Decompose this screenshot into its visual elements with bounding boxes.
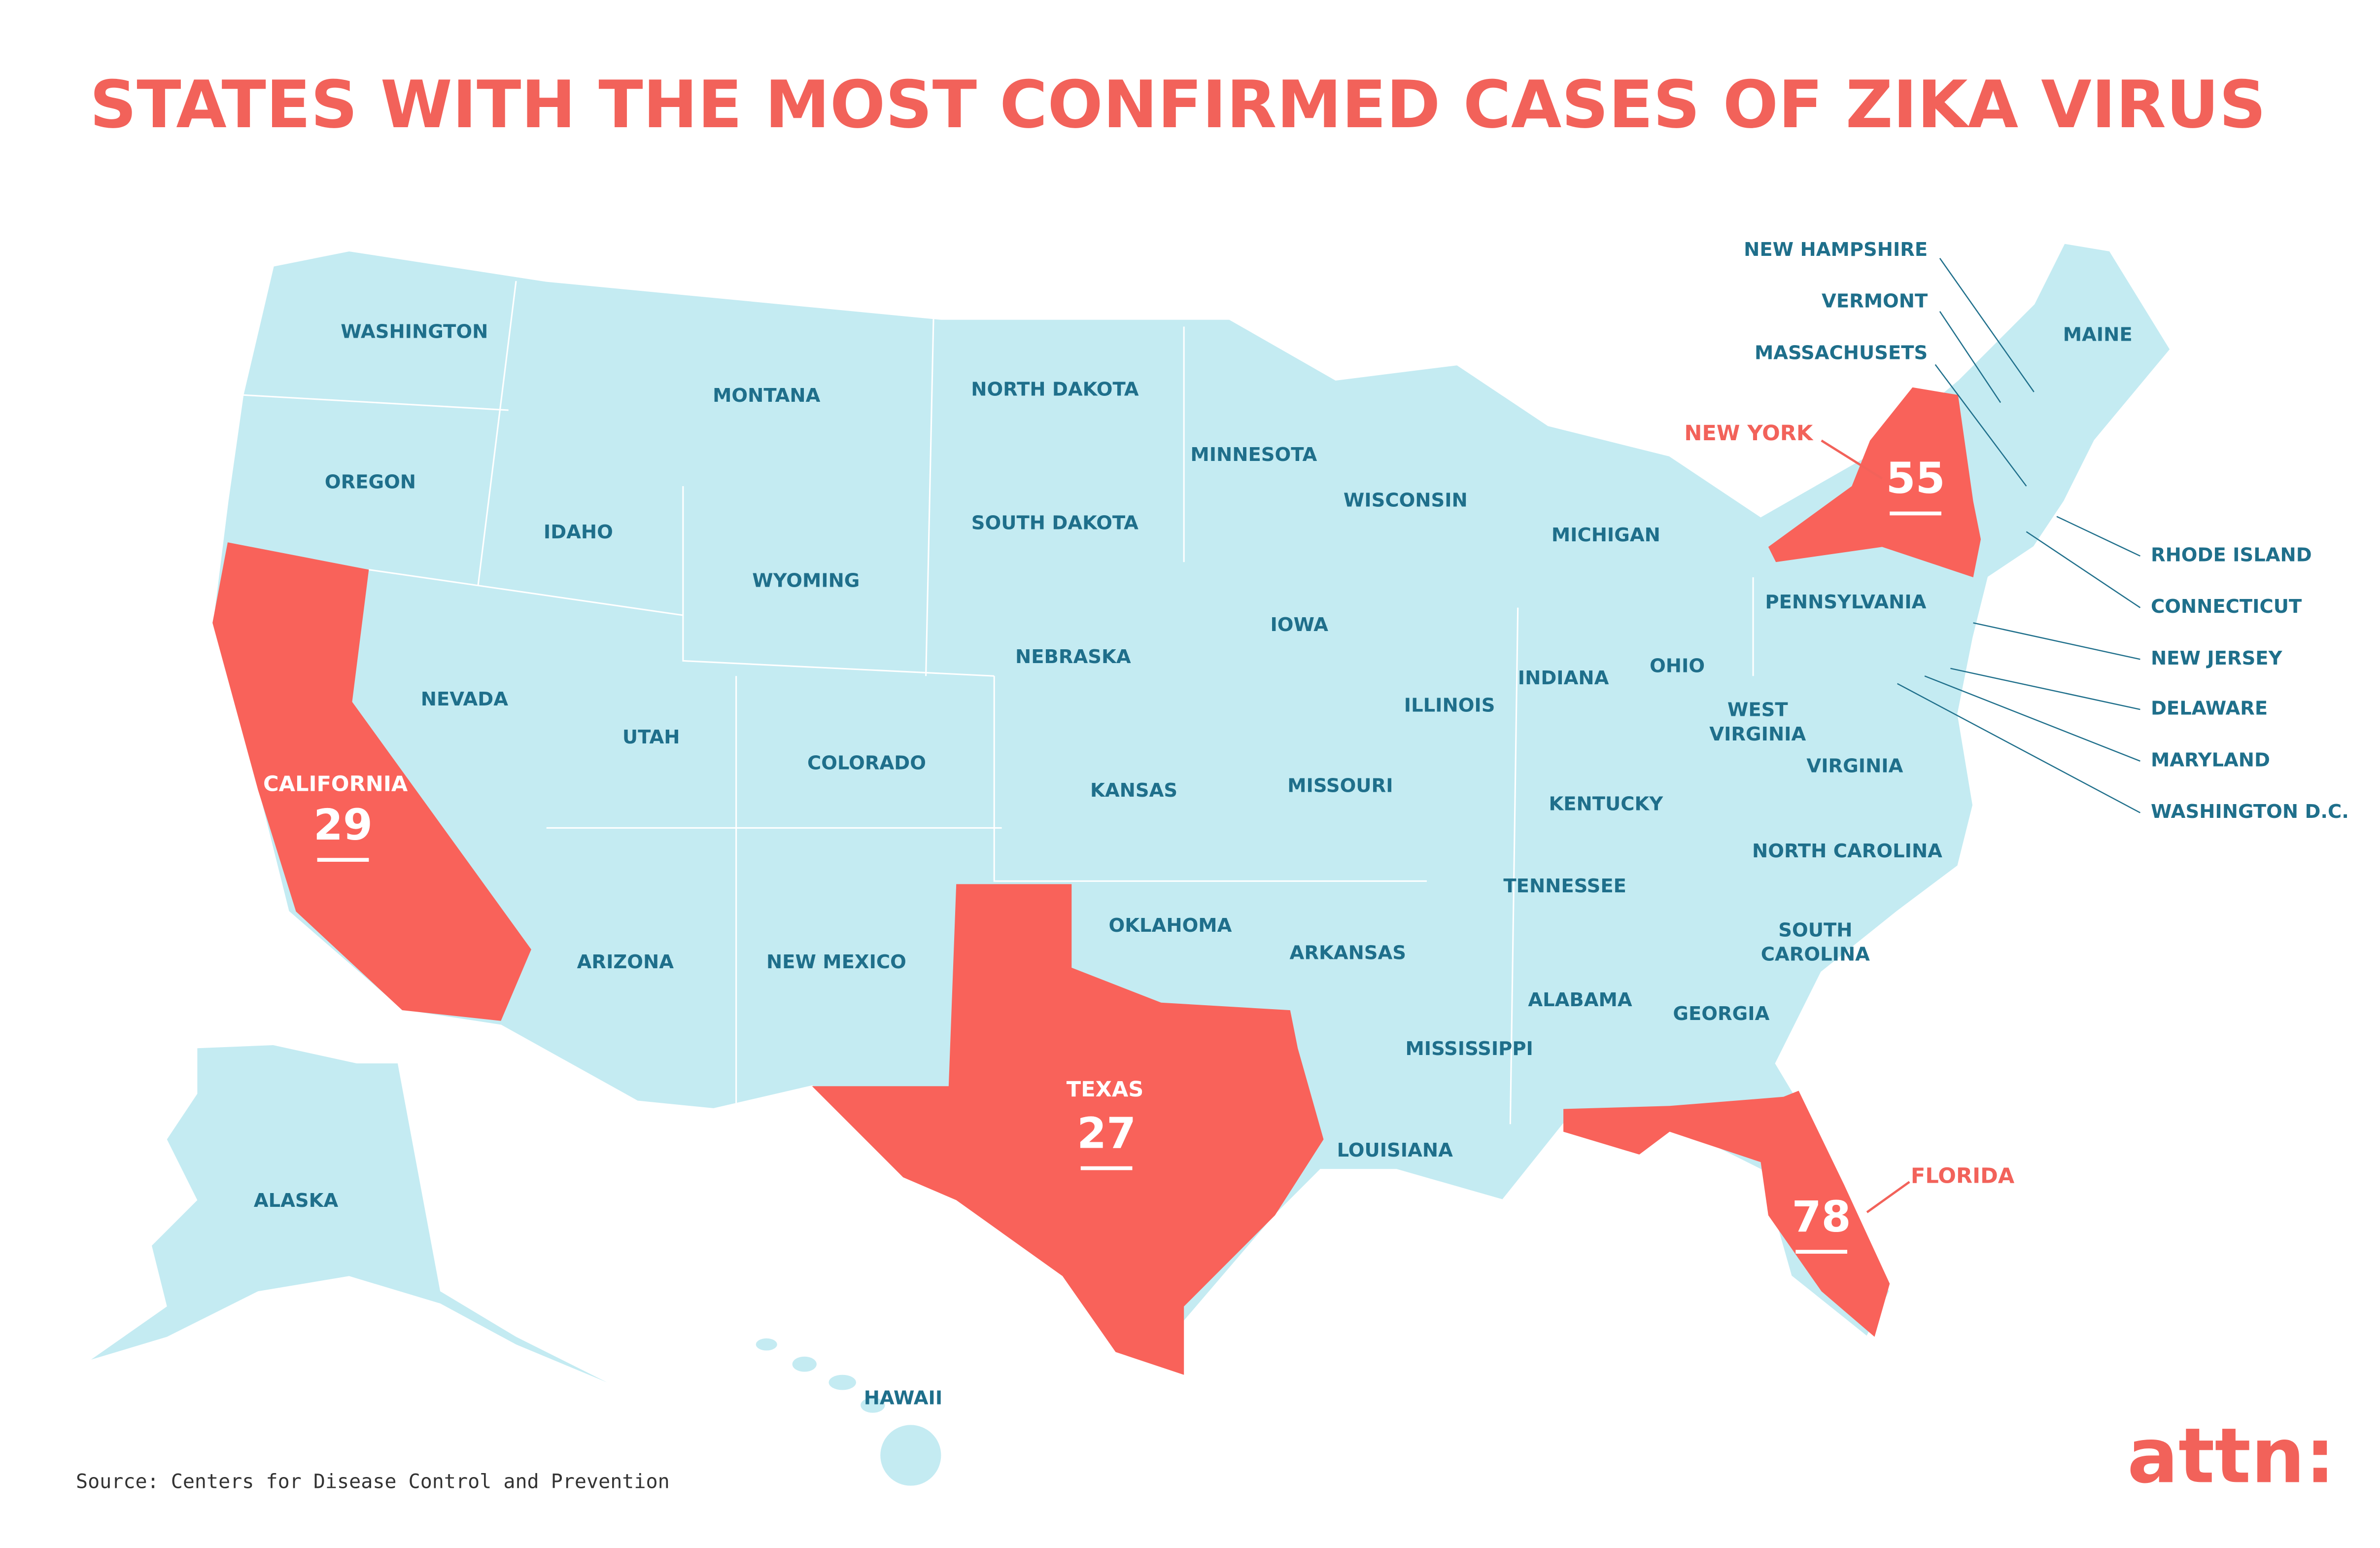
state-label: ARKANSAS xyxy=(1290,942,1406,964)
highlight-label: FLORIDA xyxy=(1911,1164,2015,1189)
callout-label: RHODE ISLAND xyxy=(2151,544,2312,566)
state-label: IOWA xyxy=(1270,614,1328,636)
highlight-label: CALIFORNIA xyxy=(263,772,408,797)
callout-line xyxy=(1934,364,2027,487)
state-label: MISSISSIPPI xyxy=(1405,1038,1533,1060)
state-label: MAINE xyxy=(2063,323,2133,346)
highlight-label: TEXAS xyxy=(1067,1077,1143,1102)
state-label: NEBRASKA xyxy=(1015,646,1131,668)
state-label: ALABAMA xyxy=(1528,989,1632,1011)
callout-line xyxy=(1973,622,2140,660)
callout-line xyxy=(2056,516,2140,557)
state-label: SOUTH xyxy=(1778,919,1852,941)
highlight-label: NEW YORK xyxy=(1684,421,1814,446)
state-label: ALASKA xyxy=(254,1190,339,1212)
leader-line xyxy=(1821,439,1883,480)
callout-label: MARYLAND xyxy=(2151,749,2270,771)
callout-label: CONNECTICUT xyxy=(2151,596,2302,618)
logo: attn: xyxy=(2127,1412,2335,1500)
state-label: SOUTH DAKOTA xyxy=(971,512,1138,534)
state-label: INDIANA xyxy=(1518,667,1609,689)
case-count: 27 xyxy=(1077,1109,1136,1158)
callout-label: MASSACHUSETS xyxy=(1755,342,1928,364)
state-label: KANSAS xyxy=(1090,779,1177,802)
state-label: MINNESOTA xyxy=(1190,444,1317,466)
state-label: NEW MEXICO xyxy=(766,951,906,973)
texas-shape xyxy=(812,884,1324,1375)
state-label: MONTANA xyxy=(713,385,820,407)
case-count: 29 xyxy=(313,801,373,850)
state-label: VIRGINIA xyxy=(1709,723,1806,745)
case-count: 55 xyxy=(1886,454,1945,503)
callout-line xyxy=(1950,668,2140,710)
state-label: IDAHO xyxy=(544,521,613,543)
state-label: MICHIGAN xyxy=(1552,524,1660,546)
state-label: WISCONSIN xyxy=(1344,489,1468,511)
callout-line xyxy=(1897,683,2140,813)
callout-label: NEW JERSEY xyxy=(2151,647,2283,669)
state-label: VIRGINIA xyxy=(1806,755,1903,777)
state-label: ARIZONA xyxy=(577,951,674,973)
state-label: OKLAHOMA xyxy=(1109,915,1232,937)
callout-label: VERMONT xyxy=(1822,290,1928,313)
callout-line xyxy=(1924,675,2140,762)
state-label: NORTH CAROLINA xyxy=(1752,840,1942,862)
state-label: LOUISIANA xyxy=(1337,1139,1453,1161)
state-label: MISSOURI xyxy=(1287,775,1393,797)
title: STATES WITH THE MOST CONFIRMED CASES OF … xyxy=(90,67,2266,143)
alaska-shape xyxy=(91,1045,607,1383)
state-label: WASHINGTON xyxy=(341,320,488,343)
state-label: OHIO xyxy=(1650,655,1705,677)
source: Source: Centers for Disease Control and … xyxy=(76,1470,670,1493)
state-label: TENNESSEE xyxy=(1503,875,1626,897)
florida-shape xyxy=(1563,1091,1890,1337)
state-label: HAWAII xyxy=(864,1387,942,1409)
callout-line xyxy=(1939,311,2001,403)
callout-label: NEW HAMPSHIRE xyxy=(1744,239,1928,261)
state-label: WYOMING xyxy=(752,570,860,592)
case-count: 78 xyxy=(1792,1193,1851,1242)
state-label: CAROLINA xyxy=(1761,944,1870,966)
state-label: GEORGIA xyxy=(1673,1003,1769,1025)
state-label: COLORADO xyxy=(807,752,926,774)
leader-line xyxy=(1866,1181,1910,1213)
new-york-shape xyxy=(1768,387,1981,577)
state-label: WEST xyxy=(1727,699,1788,721)
callout-line xyxy=(2026,531,2141,608)
state-label: PENNSYLVANIA xyxy=(1765,591,1926,613)
state-label: OREGON xyxy=(325,471,416,493)
state-label: NORTH DAKOTA xyxy=(971,378,1139,400)
state-label: NEVADA xyxy=(421,688,508,710)
callout-line xyxy=(1939,258,2035,392)
callout-label: DELAWARE xyxy=(2151,698,2268,720)
state-label: ILLINOIS xyxy=(1404,694,1495,716)
callout-label: WASHINGTON D.C. xyxy=(2151,801,2349,823)
state-label: UTAH xyxy=(622,726,680,748)
state-label: KENTUCKY xyxy=(1549,793,1663,815)
state-borders xyxy=(242,281,1754,1125)
california-shape xyxy=(212,542,531,1021)
hawaii-shape xyxy=(756,1338,941,1486)
